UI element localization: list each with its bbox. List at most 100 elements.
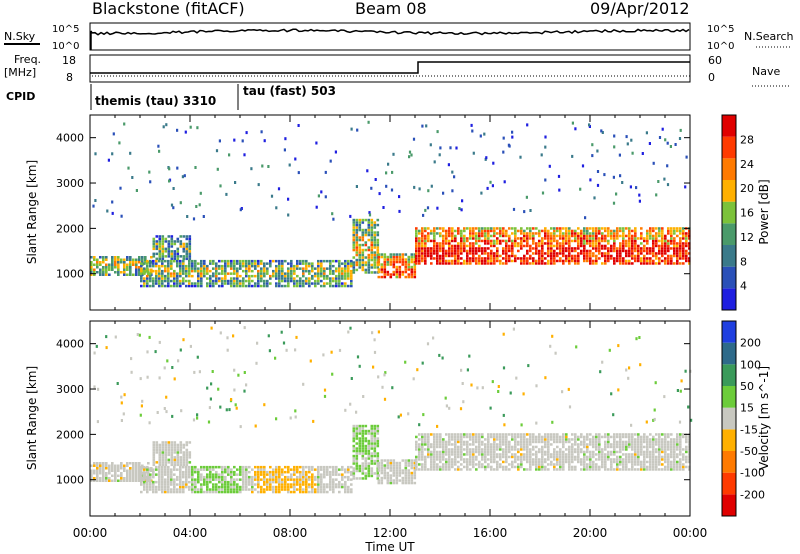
velocity-cell (317, 470, 320, 474)
power-cell (439, 257, 442, 260)
velocity-cell (352, 444, 356, 448)
velocity-cell (203, 480, 206, 484)
power-cell (173, 282, 176, 285)
velocity-cell (158, 478, 161, 481)
power-cell (613, 244, 616, 248)
velocity-cell (352, 462, 356, 465)
velocity-cell (541, 455, 544, 459)
velocity-cell (392, 461, 396, 465)
power-cell (225, 192, 228, 196)
power-cell (377, 270, 381, 274)
velocity-cell (496, 468, 499, 471)
power-cell (224, 279, 227, 283)
power-cell (373, 256, 377, 259)
power-cell (670, 229, 673, 233)
velocity-cell (457, 450, 460, 454)
velocity-cell (556, 453, 559, 456)
velocity-cell (96, 472, 99, 475)
power-cell (350, 259, 353, 263)
velocity-cell (248, 478, 251, 481)
velocity-cell (290, 485, 293, 489)
power-cell (457, 249, 460, 253)
velocity-cell (361, 442, 365, 445)
power-cell (658, 247, 661, 250)
velocity-cell (511, 465, 514, 469)
power-cell (206, 267, 209, 270)
velocity-cell (502, 448, 505, 451)
power-cell (401, 270, 405, 274)
power-cell (261, 164, 264, 168)
power-cell (550, 232, 553, 235)
velocity-cell (421, 450, 424, 454)
power-cell (559, 234, 562, 238)
velocity-cell (135, 462, 138, 465)
velocity-cell (556, 445, 559, 449)
power-cell (667, 249, 670, 253)
velocity-cell (257, 483, 260, 486)
velocity-cell (634, 458, 637, 461)
velocity-cell (350, 473, 353, 476)
velocity-cell (454, 460, 457, 464)
velocity-cell (383, 397, 387, 401)
velocity-cell (171, 414, 174, 418)
power-cell (194, 264, 197, 268)
velocity-cell (422, 413, 425, 417)
velocity-cell (571, 460, 574, 464)
velocity-cell (335, 468, 338, 471)
power-cell (215, 272, 218, 275)
power-cell (197, 282, 200, 285)
velocity-cell (520, 455, 523, 459)
power-cell (505, 229, 508, 233)
velocity-cell (568, 438, 571, 441)
power-cell (242, 282, 245, 285)
velocity-cell (278, 468, 281, 471)
power-cell (230, 259, 233, 263)
power-cell (511, 249, 514, 253)
power-cell (643, 262, 646, 265)
velocity-cell (395, 471, 399, 475)
velocity-cell (126, 477, 129, 480)
power-cell (685, 242, 688, 245)
velocity-cell (592, 435, 595, 439)
power-cell (427, 227, 430, 230)
power-cell (676, 259, 679, 263)
velocity-cell (586, 455, 589, 459)
power-cell (260, 130, 263, 134)
power-cell (529, 227, 532, 230)
power-cell (111, 256, 114, 259)
velocity-cell (652, 440, 655, 444)
velocity-cell (296, 470, 299, 474)
velocity-cell (586, 438, 589, 441)
velocity-cell (272, 488, 275, 491)
power-cell (161, 277, 164, 280)
power-cell (577, 242, 580, 245)
velocity-cell (376, 452, 380, 455)
velocity-cell (242, 473, 245, 476)
power-cell (676, 262, 679, 265)
velocity-cell (652, 448, 655, 451)
power-cell (484, 259, 487, 263)
power-cell (592, 244, 595, 248)
velocity-cell (96, 420, 99, 424)
power-cell (583, 244, 586, 248)
velocity-cell (215, 478, 218, 481)
power-cell (547, 229, 550, 233)
power-cell (99, 261, 102, 264)
power-cell (526, 244, 529, 248)
velocity-cell (236, 485, 239, 489)
power-cell (284, 284, 287, 288)
power-cell (308, 284, 311, 288)
power-cell (490, 249, 493, 253)
power-cell (395, 268, 399, 271)
power-cell (463, 244, 466, 248)
velocity-cell (604, 453, 607, 456)
velocity-cell (490, 465, 493, 469)
power-cell (275, 269, 278, 273)
power-cell (562, 239, 565, 243)
power-cell (583, 257, 586, 260)
velocity-cell (511, 453, 514, 456)
velocity-cell (442, 453, 445, 456)
velocity-cell (640, 448, 643, 451)
velocity-cell (448, 460, 451, 464)
power-cell (149, 180, 152, 184)
